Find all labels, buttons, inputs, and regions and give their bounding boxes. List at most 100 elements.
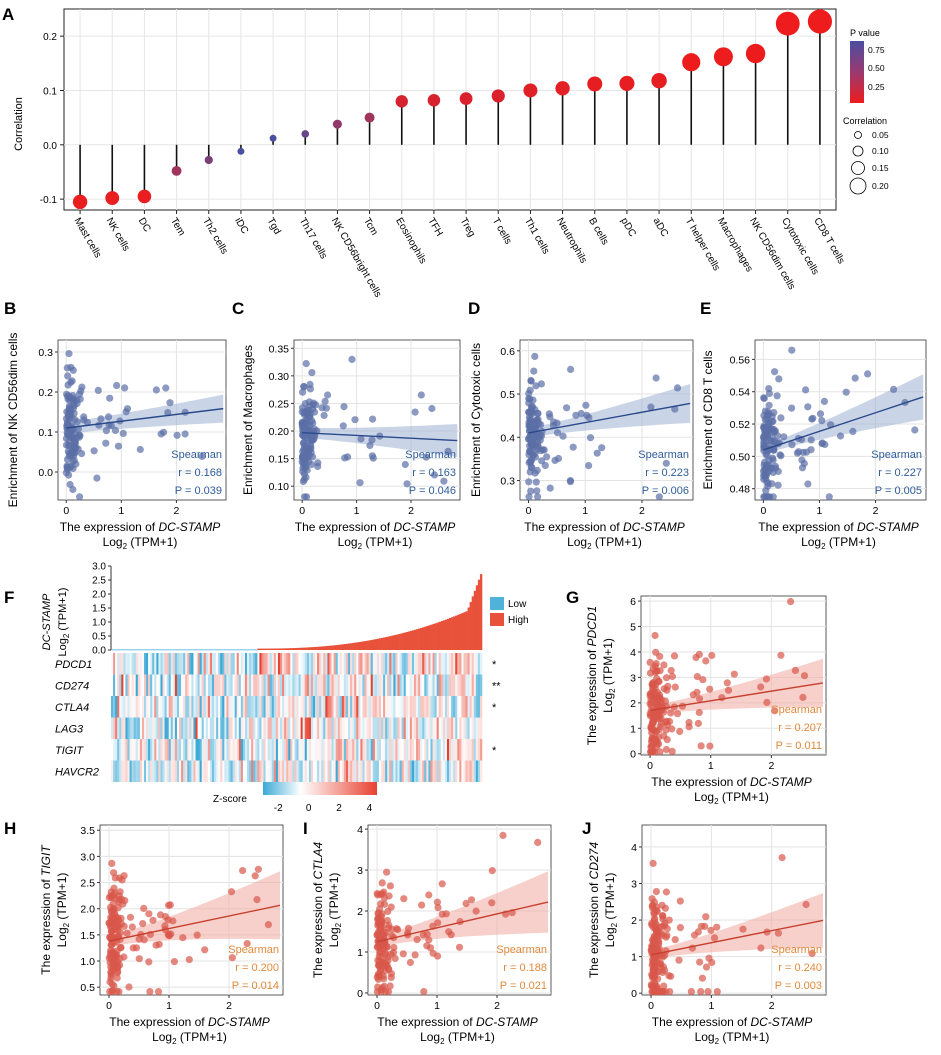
scatter-point — [420, 988, 428, 996]
scatter-point — [769, 468, 777, 477]
scatter-point — [72, 444, 80, 452]
scatter-point — [181, 408, 189, 416]
heat-cell — [352, 696, 355, 718]
scatter-point — [662, 459, 670, 467]
scatter-point — [152, 941, 160, 949]
heat-cell — [111, 717, 114, 739]
heat-cell — [385, 653, 388, 675]
y-axis-label: The expression of CD274 — [587, 842, 601, 978]
heat-cell — [242, 739, 246, 761]
heat-cell — [364, 653, 367, 675]
heat-cell — [290, 717, 293, 739]
panel-a-corr-size-2 — [851, 161, 865, 175]
heat-cell — [133, 653, 137, 675]
heat-cell — [166, 696, 170, 718]
scatter-point — [763, 698, 771, 707]
scatter-point — [593, 449, 601, 457]
heat-cell — [397, 696, 400, 718]
heat-cell — [376, 653, 380, 675]
scatter-point — [730, 670, 738, 678]
heat-cell — [265, 739, 268, 761]
heat-cell — [420, 760, 423, 782]
scatter-point — [164, 930, 172, 938]
heat-cell — [284, 760, 287, 782]
heat-cell — [401, 739, 404, 761]
scatter-point — [788, 441, 796, 449]
scatter-point — [161, 913, 170, 921]
heat-cell — [391, 696, 394, 718]
heat-cell — [174, 674, 178, 696]
heat-cell — [129, 739, 132, 761]
heat-cell — [302, 739, 306, 761]
scatter-point — [383, 868, 391, 876]
scatter-point — [136, 445, 144, 454]
scatter-point — [545, 410, 553, 418]
heat-cell — [463, 653, 466, 675]
scatter-point — [534, 838, 542, 847]
heat-cell — [273, 696, 277, 718]
x-label-prefix: The expression of — [652, 1015, 751, 1029]
heat-cell — [315, 696, 318, 718]
scatter-point — [107, 968, 115, 976]
scatter-point — [399, 950, 407, 958]
scatter-point — [386, 982, 394, 990]
fit-line — [108, 904, 281, 942]
heat-cell — [172, 717, 176, 739]
heat-cell — [420, 674, 423, 696]
heat-cell — [183, 696, 186, 718]
heat-cell — [292, 696, 295, 718]
scatter-point — [179, 934, 187, 942]
heat-cell — [418, 674, 421, 696]
bar — [185, 649, 188, 651]
bar — [247, 649, 250, 651]
heat-cell — [479, 739, 483, 761]
log-sub: 2 — [714, 797, 719, 806]
heat-cell — [317, 696, 320, 718]
heat-cell — [277, 717, 281, 739]
heat-cell — [381, 717, 384, 739]
heat-cell — [422, 674, 425, 696]
heat-cell — [172, 674, 176, 696]
scatter-point — [381, 967, 389, 975]
heat-cell — [234, 674, 238, 696]
heat-cell — [475, 696, 479, 718]
ytick-label: 2.0 — [80, 904, 95, 916]
heat-cell — [463, 760, 466, 782]
heat-cell — [282, 696, 285, 718]
scatter-point — [529, 451, 538, 459]
heat-cell — [166, 653, 170, 675]
heat-cell — [131, 674, 134, 696]
heat-cell — [432, 696, 435, 718]
scatter-point — [774, 929, 783, 937]
heat-cell — [232, 674, 235, 696]
heat-cell — [288, 653, 291, 675]
bar — [477, 579, 481, 650]
heat-cell — [131, 696, 134, 718]
heat-cell — [343, 760, 347, 782]
heat-cell — [232, 760, 235, 782]
heat-cell — [211, 674, 215, 696]
scatter-point — [802, 900, 810, 909]
heat-cell — [290, 696, 293, 718]
heat-cell — [115, 653, 118, 675]
heat-cell — [374, 653, 378, 675]
heat-cell — [366, 717, 369, 739]
heat-cell — [288, 717, 291, 739]
bar — [424, 626, 427, 650]
scatter-point — [193, 931, 201, 939]
heat-cell — [230, 674, 233, 696]
heat-row-label: TIGIT — [55, 745, 84, 757]
scatter-point — [658, 931, 666, 940]
heat-cell — [430, 739, 433, 761]
heat-cell — [477, 674, 481, 696]
bar — [191, 649, 194, 651]
bar — [389, 636, 392, 650]
heat-cell — [284, 696, 287, 718]
heat-cell — [269, 674, 273, 696]
heat-cell — [370, 674, 374, 696]
heat-cell — [135, 696, 139, 718]
scatter-point — [526, 408, 534, 416]
xtick-label: 1 — [708, 760, 714, 772]
heat-cell — [428, 696, 431, 718]
